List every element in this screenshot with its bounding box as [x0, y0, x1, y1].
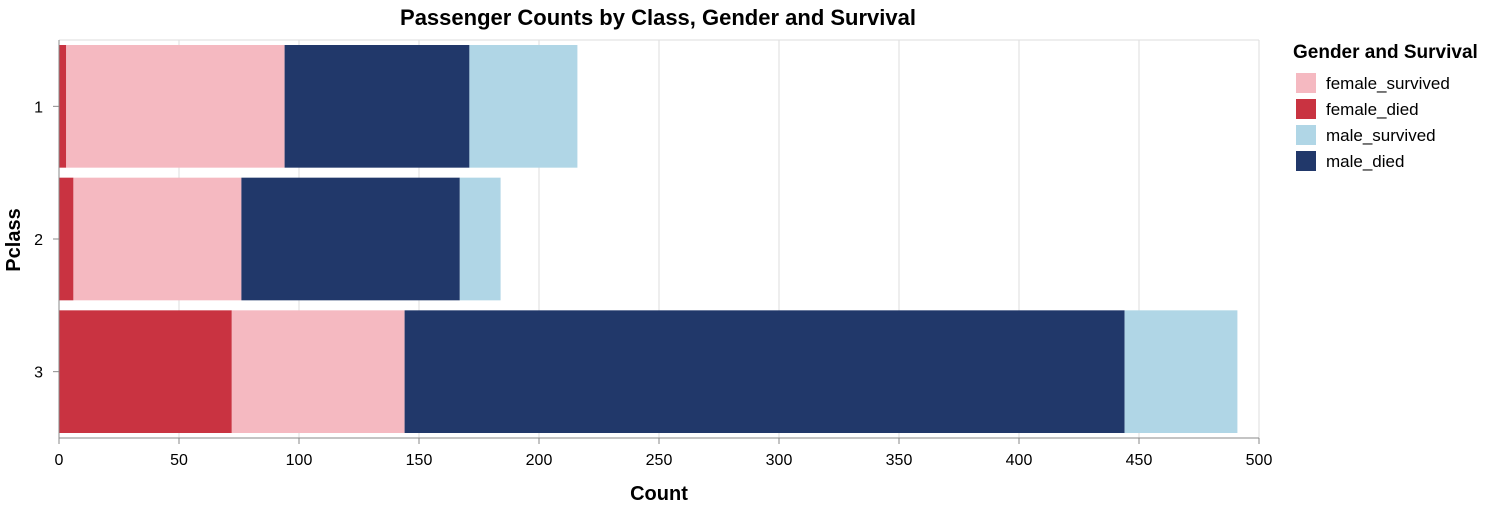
x-axis-title: Count	[630, 483, 688, 505]
y-axis-title: Pclass	[3, 208, 25, 271]
legend-swatch-male_survived	[1296, 125, 1316, 145]
legend-swatch-female_died	[1296, 99, 1316, 119]
x-tick-label: 50	[170, 452, 188, 469]
x-tick-label: 400	[1006, 452, 1033, 469]
bar-female_survived-pclass-3	[231, 310, 405, 433]
chart-title: Passenger Counts by Class, Gender and Su…	[400, 5, 916, 30]
bar-male_died-pclass-2	[241, 177, 460, 301]
x-tick-label: 250	[646, 452, 673, 469]
x-tick-label: 450	[1126, 452, 1153, 469]
x-tick-label: 500	[1246, 452, 1273, 469]
legend-label-female_survived: female_survived	[1326, 74, 1450, 93]
bar-male_survived-pclass-3	[1124, 310, 1238, 433]
legend-label-male_died: male_died	[1326, 152, 1404, 171]
bar-male_survived-pclass-1	[469, 45, 578, 168]
legend-swatch-male_died	[1296, 151, 1316, 171]
legend: female_survived female_died male_survivedm…	[1296, 73, 1450, 171]
bar-female_died-pclass-2	[59, 177, 74, 301]
bar-female_died-pclass-3	[59, 310, 232, 433]
bar-female_survived-pclass-1	[66, 45, 285, 168]
y-tick-label: 3	[34, 365, 43, 382]
x-tick-label: 0	[55, 452, 64, 469]
legend-title: Gender and Survival	[1293, 42, 1478, 63]
y-tick-label: 1	[34, 99, 43, 116]
axes: 0 50 100 150 200 250 300 350 400 450 500 1 2 3	[34, 40, 1272, 469]
x-tick-label: 350	[886, 452, 913, 469]
bar-male_died-pclass-3	[404, 310, 1125, 433]
x-tick-label: 300	[766, 452, 793, 469]
bar-male_survived-pclass-2	[459, 177, 501, 301]
bar-male_died-pclass-1	[284, 45, 470, 168]
legend-label-female_died: female_died	[1326, 100, 1419, 119]
bars	[59, 45, 1238, 433]
legend-swatch-female_survived	[1296, 73, 1316, 93]
legend-label-male_survived: male_survived	[1326, 126, 1436, 145]
y-tick-label: 2	[34, 232, 43, 249]
bar-female_died-pclass-1	[59, 45, 67, 168]
bar-female_survived-pclass-2	[73, 177, 242, 301]
x-tick-label: 150	[406, 452, 433, 469]
x-tick-label: 200	[526, 452, 553, 469]
x-tick-label: 100	[286, 452, 313, 469]
